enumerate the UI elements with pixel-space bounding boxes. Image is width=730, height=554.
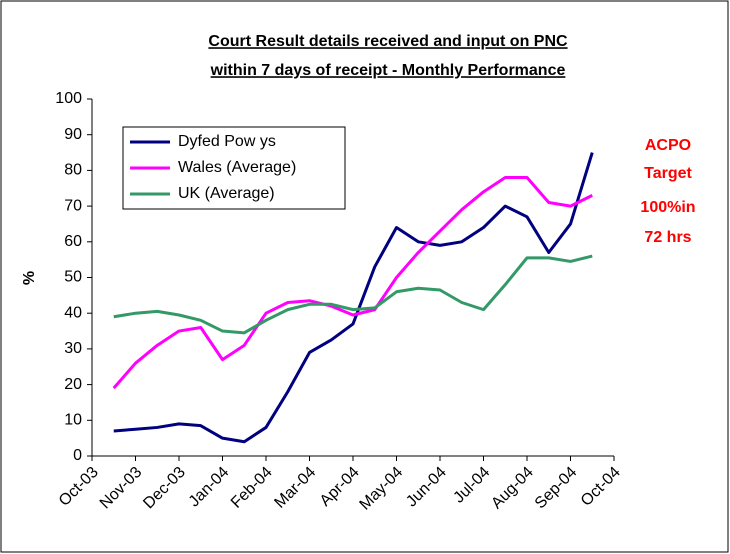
y-tick-label: 60 bbox=[64, 233, 82, 250]
chart-title: within 7 days of receipt - Monthly Perfo… bbox=[210, 62, 566, 79]
y-axis-label: % bbox=[21, 271, 38, 285]
series-line bbox=[113, 152, 594, 444]
annotation-line: 100%in bbox=[640, 199, 695, 216]
legend-label: Dyfed Pow ys bbox=[178, 133, 276, 150]
annotation-line: Target bbox=[644, 165, 692, 182]
legend-label: Wales (Average) bbox=[178, 159, 296, 176]
y-tick-label: 20 bbox=[64, 376, 82, 393]
y-tick-label: 50 bbox=[64, 269, 82, 286]
y-tick-label: 10 bbox=[64, 412, 82, 429]
legend-label: UK (Average) bbox=[178, 185, 275, 202]
y-tick-label: 0 bbox=[73, 447, 82, 464]
annotation-line: 72 hrs bbox=[644, 229, 691, 246]
y-tick-label: 90 bbox=[64, 126, 82, 143]
y-tick-label: 30 bbox=[64, 340, 82, 357]
y-tick-label: 40 bbox=[64, 304, 82, 321]
y-tick-label: 70 bbox=[64, 197, 82, 214]
annotation-line: ACPO bbox=[645, 137, 691, 154]
y-tick-label: 100 bbox=[55, 90, 82, 107]
series-line bbox=[112, 176, 593, 390]
chart-title: Court Result details received and input … bbox=[208, 33, 568, 50]
annotation: ACPO Target 100%in 72 hrs bbox=[640, 137, 695, 246]
series-line bbox=[113, 254, 593, 335]
y-tick-label: 80 bbox=[64, 162, 82, 179]
